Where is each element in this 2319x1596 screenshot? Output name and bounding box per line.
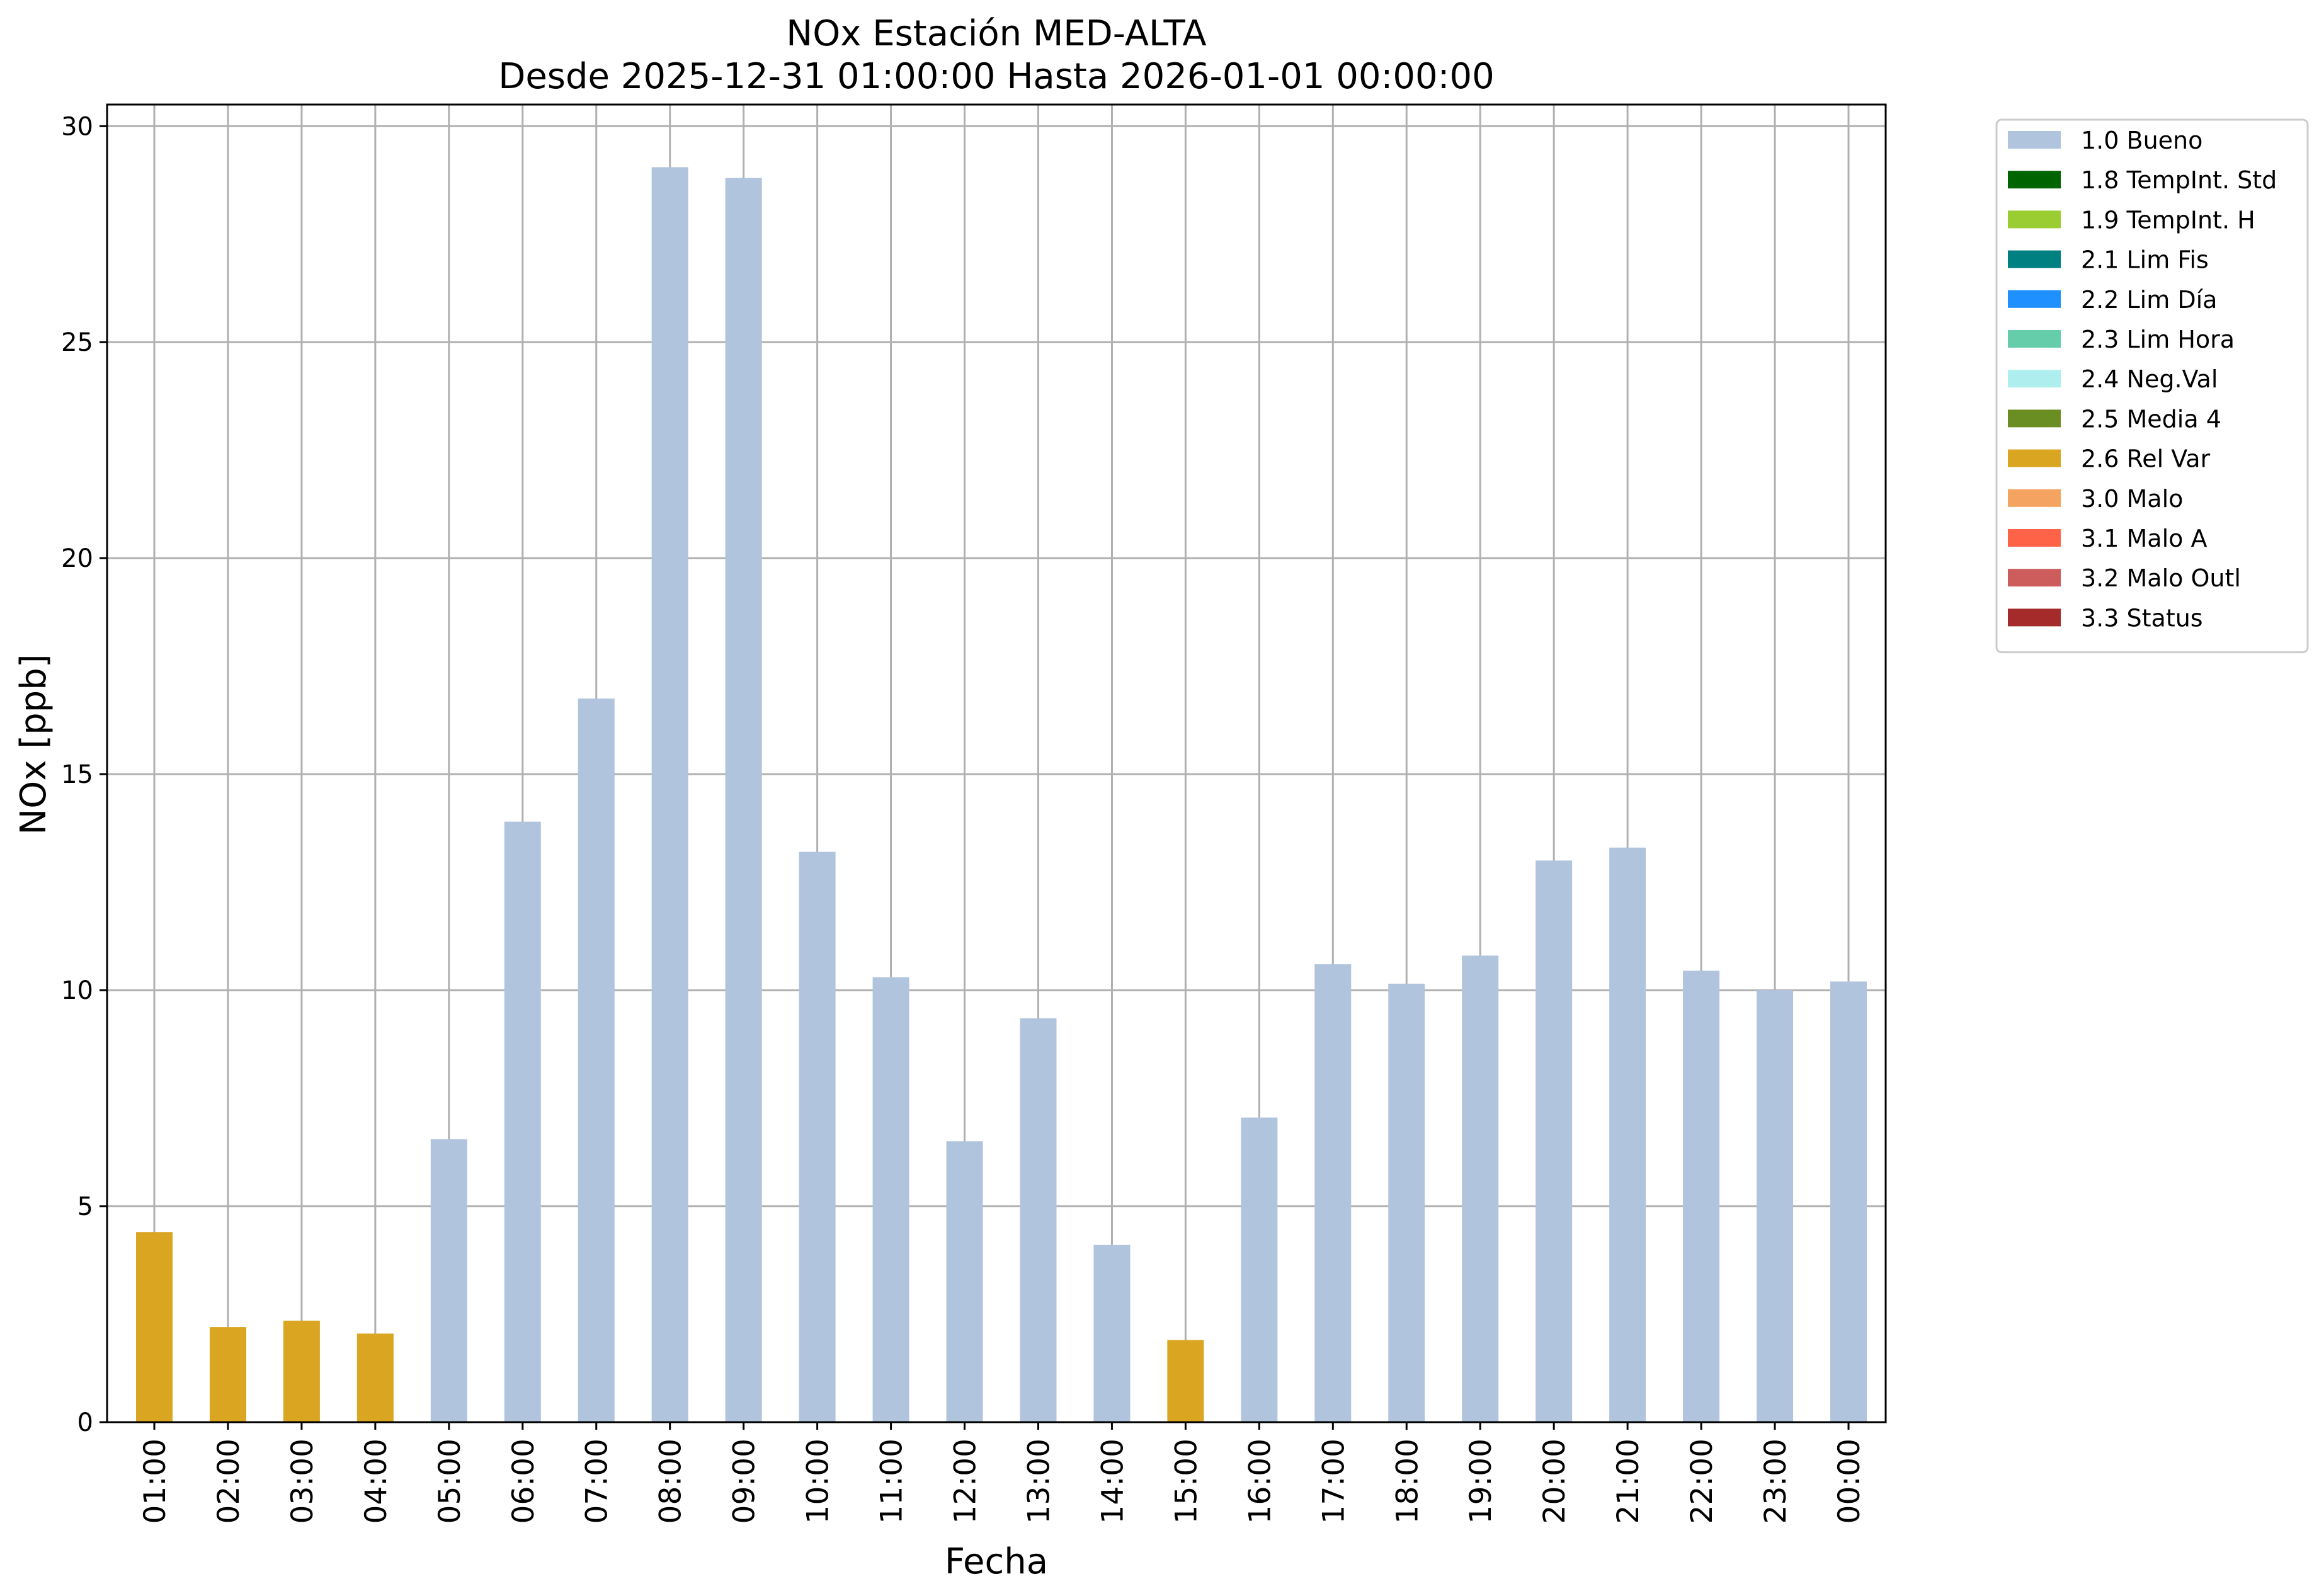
- legend-swatch: [2008, 489, 2061, 507]
- legend-label: 3.1 Malo A: [2081, 525, 2207, 552]
- chart-title: NOx Estación MED-ALTA: [786, 13, 1206, 54]
- bar-0500: [430, 1139, 467, 1422]
- bar-1800: [1388, 983, 1425, 1422]
- legend-label: 3.2 Malo Outl: [2081, 564, 2241, 592]
- bar-0400: [356, 1333, 394, 1422]
- legend-swatch: [2008, 250, 2061, 268]
- x-tick-label: 02:00: [212, 1439, 246, 1524]
- legend-box: [1995, 118, 2309, 654]
- y-tick-label: 20: [61, 544, 93, 573]
- legend-swatch: [2008, 290, 2061, 308]
- bar-2000: [1536, 860, 1573, 1422]
- x-tick-label: 10:00: [801, 1439, 836, 1524]
- bar-1900: [1462, 955, 1499, 1422]
- legend-label: 2.1 Lim Fis: [2081, 246, 2209, 274]
- legend-swatch: [2008, 171, 2061, 189]
- bar-1400: [1093, 1245, 1131, 1422]
- bar-0200: [209, 1327, 246, 1422]
- y-tick-label: 5: [77, 1192, 93, 1221]
- bar-0000: [1830, 981, 1867, 1422]
- bar-1200: [946, 1141, 983, 1422]
- bar-0300: [283, 1320, 320, 1422]
- bar-2200: [1683, 971, 1720, 1422]
- x-tick-label: 22:00: [1685, 1439, 1719, 1524]
- legend-swatch: [2008, 529, 2061, 547]
- x-tick-label: 05:00: [433, 1439, 467, 1524]
- bar-1700: [1314, 964, 1352, 1422]
- x-tick-label: 03:00: [285, 1439, 320, 1524]
- x-tick-label: 16:00: [1243, 1439, 1277, 1524]
- chart-subtitle: Desde 2025-12-31 01:00:00 Hasta 2026-01-…: [498, 56, 1495, 97]
- plot-frame: [106, 103, 1887, 1423]
- bar-0700: [578, 698, 615, 1422]
- bar-0600: [504, 821, 541, 1422]
- x-tick-label: 12:00: [949, 1439, 983, 1524]
- bars: [136, 167, 1867, 1422]
- legend-swatch: [2008, 409, 2061, 428]
- bar-1600: [1241, 1117, 1278, 1422]
- bar-1100: [872, 977, 909, 1422]
- legend-label: 2.2 Lim Día: [2081, 286, 2217, 314]
- x-axis-label: Fecha: [945, 1541, 1048, 1582]
- bar-2100: [1609, 847, 1646, 1422]
- x-axis-ticks: 01:00 02:00 03:00 04:00 05:00 06:00 07:00 08:00…: [138, 1422, 1867, 1524]
- x-tick-label: 23:00: [1758, 1439, 1793, 1524]
- y-tick-label: 30: [61, 112, 93, 141]
- x-tick-label: 09:00: [727, 1439, 762, 1524]
- x-tick-label: 01:00: [138, 1439, 173, 1524]
- y-tick-label: 15: [61, 760, 93, 789]
- bar-0800: [651, 167, 688, 1422]
- x-tick-label: 07:00: [580, 1439, 615, 1524]
- y-axis-ticks: 0 5 10 15 20 25 30: [61, 112, 107, 1437]
- x-tick-label: 19:00: [1464, 1439, 1498, 1524]
- bar-0100: [136, 1232, 173, 1422]
- x-tick-label: 08:00: [654, 1439, 688, 1524]
- legend-label: 1.0 Bueno: [2081, 127, 2202, 154]
- x-tick-label: 06:00: [506, 1439, 541, 1524]
- bar-0900: [725, 178, 762, 1422]
- legend-label: 1.8 TempInt. Std: [2081, 166, 2277, 194]
- legend-label: 3.0 Malo: [2081, 485, 2183, 513]
- bar-1000: [799, 852, 836, 1422]
- x-tick-label: 14:00: [1095, 1439, 1130, 1524]
- legend-label: 1.9 TempInt. H: [2081, 206, 2255, 234]
- y-tick-label: 25: [61, 328, 93, 357]
- y-tick-label: 0: [77, 1408, 93, 1437]
- legend: 1.0 Bueno 1.8 TempInt. Std 1.9 TempInt. H 2…: [1995, 118, 2309, 654]
- legend-swatch: [2008, 330, 2061, 348]
- x-tick-label: 18:00: [1390, 1439, 1425, 1524]
- legend-swatch: [2008, 569, 2061, 587]
- bar-1300: [1020, 1018, 1057, 1422]
- bar-2300: [1757, 990, 1794, 1422]
- x-tick-label: 15:00: [1169, 1439, 1204, 1524]
- legend-swatch: [2008, 370, 2061, 388]
- bar-1500: [1167, 1340, 1204, 1422]
- legend-swatch: [2008, 449, 2061, 467]
- y-tick-label: 10: [61, 976, 93, 1005]
- legend-label: 3.3 Status: [2081, 604, 2203, 632]
- y-axis-label: NOx [ppb]: [13, 654, 54, 835]
- legend-label: 2.5 Media 4: [2081, 405, 2221, 433]
- x-tick-label: 13:00: [1022, 1439, 1056, 1524]
- x-tick-label: 21:00: [1611, 1439, 1646, 1524]
- x-tick-label: 00:00: [1832, 1439, 1867, 1524]
- x-tick-label: 17:00: [1316, 1439, 1351, 1524]
- legend-swatch: [2008, 608, 2061, 627]
- x-tick-label: 11:00: [875, 1439, 909, 1524]
- x-tick-label: 04:00: [359, 1439, 394, 1524]
- legend-label: 2.4 Neg.Val: [2081, 365, 2218, 393]
- legend-label: 2.3 Lim Hora: [2081, 326, 2235, 353]
- legend-label: 2.6 Rel Var: [2081, 445, 2211, 473]
- legend-swatch: [2008, 210, 2061, 229]
- x-tick-label: 20:00: [1537, 1439, 1572, 1524]
- legend-swatch: [2008, 131, 2061, 149]
